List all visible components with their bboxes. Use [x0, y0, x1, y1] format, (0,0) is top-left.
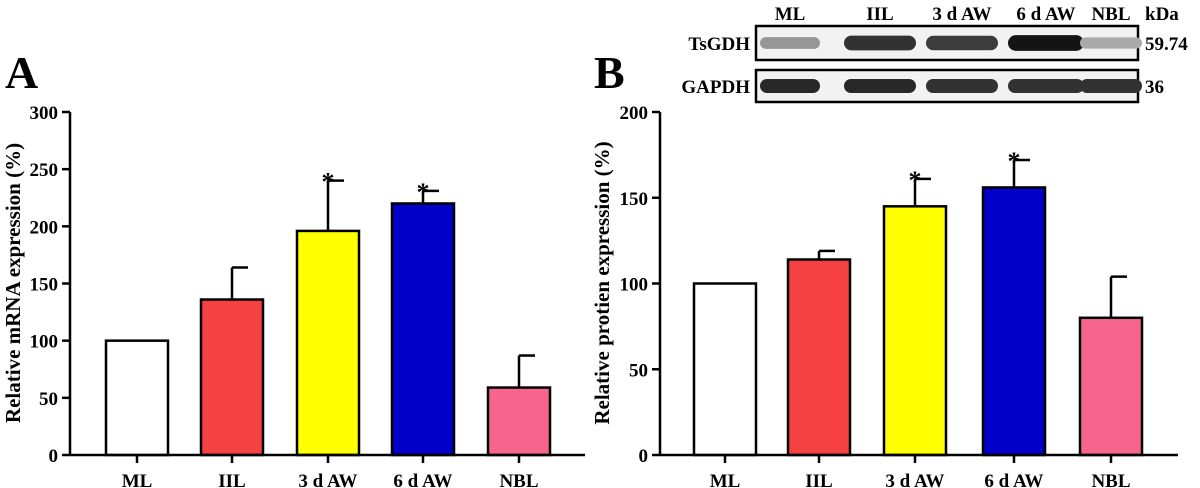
x-tick-label: 3 d AW — [885, 471, 944, 488]
y-tick-label: 300 — [30, 103, 59, 124]
x-tick-label: ML — [710, 471, 741, 488]
blot-band — [760, 79, 820, 93]
y-tick-label: 50 — [629, 360, 648, 381]
bar — [104, 339, 170, 457]
blot-lane-label: 6 d AW — [1016, 4, 1075, 25]
blot-band — [1080, 37, 1142, 49]
y-tick-label: 100 — [30, 332, 59, 353]
bar — [786, 258, 852, 457]
chart-a: ML IIL * 3 d AW * 6 d AW NBL 0 50 100 150 200 250 300… — [1, 103, 585, 488]
panel-letter-a: A — [5, 47, 38, 98]
bar — [295, 229, 361, 457]
y-axis-label: Relative mRNA expression (%) — [1, 143, 25, 423]
blot-band — [1008, 35, 1084, 51]
blot-band — [1080, 79, 1142, 93]
blot-lane-label: NBL — [1091, 4, 1130, 25]
y-tick-label: 150 — [620, 189, 649, 210]
blot-unit-label: kDa — [1145, 4, 1179, 25]
bar — [692, 282, 758, 457]
x-tick-label: IIL — [805, 471, 832, 488]
y-tick-label: 250 — [30, 160, 59, 181]
x-tick-label: NBL — [1091, 471, 1130, 488]
western-blot: ML IIL 3 d AW 6 d AW NBL kDa TsGDH 59.74 GAPDH 36 — [681, 4, 1188, 104]
bar — [486, 386, 552, 457]
significance-marker: * — [417, 178, 430, 207]
y-axis-label: Relative protien expression (%) — [590, 141, 614, 424]
blot-lane-label: ML — [775, 4, 806, 25]
y-tick-label: 50 — [39, 389, 58, 410]
x-tick-label: IIL — [218, 471, 245, 488]
significance-marker: * — [909, 166, 922, 195]
bar — [1078, 316, 1144, 457]
blot-size-label: 36 — [1145, 77, 1164, 98]
blot-lane-label: IIL — [866, 4, 893, 25]
x-tick-label: 3 d AW — [298, 471, 357, 488]
blot-band — [760, 37, 820, 49]
bar — [981, 186, 1047, 457]
bar — [199, 298, 265, 457]
blot-band — [926, 35, 998, 51]
panel-letter-b: B — [594, 47, 625, 98]
blot-band — [844, 35, 916, 51]
x-tick-label: 6 d AW — [984, 471, 1043, 488]
blot-lane-label: 3 d AW — [932, 4, 991, 25]
y-tick-label: 200 — [30, 217, 59, 238]
x-tick-label: NBL — [499, 471, 538, 488]
x-tick-label: 6 d AW — [393, 471, 452, 488]
y-tick-label: 0 — [49, 446, 59, 467]
blot-row-label: GAPDH — [681, 77, 750, 98]
significance-marker: * — [1008, 147, 1021, 176]
blot-band — [926, 79, 998, 93]
blot-size-label: 59.74 — [1145, 34, 1188, 55]
y-tick-label: 150 — [30, 275, 59, 296]
bar — [390, 202, 456, 457]
blot-band — [844, 79, 916, 93]
bar — [882, 205, 948, 457]
x-tick-label: ML — [122, 471, 153, 488]
y-tick-label: 0 — [639, 446, 649, 467]
chart-b: ML IIL * 3 d AW * 6 d AW NBL 0 50 100 150 200 Relati… — [590, 103, 1178, 488]
significance-marker: * — [322, 168, 335, 197]
y-tick-label: 200 — [620, 103, 649, 124]
blot-band — [1008, 79, 1084, 93]
blot-row-label: TsGDH — [688, 34, 750, 55]
y-tick-label: 100 — [620, 275, 649, 296]
